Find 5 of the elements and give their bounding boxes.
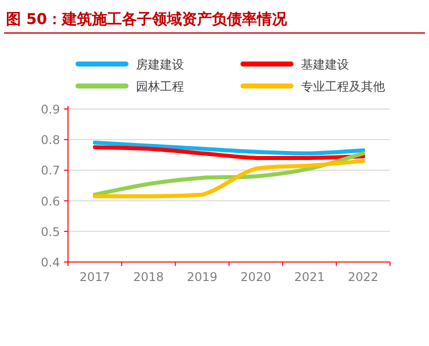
legend-label: 专业工程及其他 <box>301 80 385 94</box>
legend-label: 房建建设 <box>136 58 184 72</box>
legend-label: 园林工程 <box>136 80 184 94</box>
legend-label: 基建建设 <box>301 58 349 72</box>
title: 图 50：建筑施工各子领域资产负债率情况 <box>6 10 288 28</box>
